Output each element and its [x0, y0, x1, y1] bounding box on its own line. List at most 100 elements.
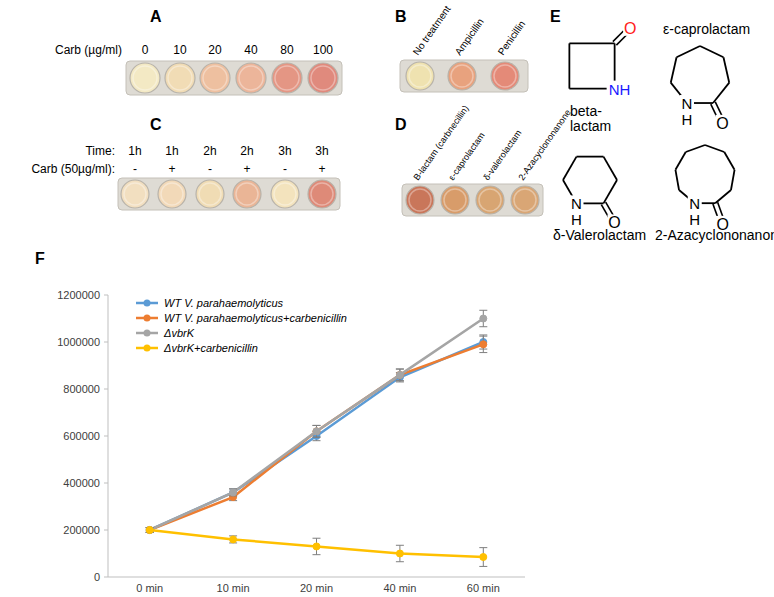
bond: [731, 170, 735, 190]
error-cap: [396, 380, 404, 381]
error-cap: [479, 352, 487, 353]
well: [236, 63, 266, 93]
double-bond: [718, 202, 723, 216]
error-cap: [396, 545, 404, 546]
error-cap: [479, 566, 487, 567]
y-tick-label: 1200000: [57, 289, 100, 301]
label: 2-Azacyclononanone: [516, 108, 572, 183]
well-rim: [514, 189, 536, 211]
well: [233, 180, 261, 208]
legend-label: ΔvbrK: [163, 327, 195, 339]
x-tick-label: 20 min: [300, 582, 333, 594]
label: Carb (µg/ml): [55, 43, 122, 57]
y-tick-label: 800000: [63, 383, 100, 395]
panel-b: BNo treatmentAmpicillinPenicillin: [395, 3, 528, 92]
well: [308, 180, 336, 208]
panel-a: ACarb (µg/ml)010204080100: [55, 8, 342, 95]
y-tick-label: 600000: [63, 430, 100, 442]
error-cap: [313, 425, 321, 426]
atom-bg: [680, 95, 694, 111]
panel-c: CTime:Carb (50µg/ml):1h-1h+2h-2h+3h-3h+: [31, 116, 340, 210]
well-rim: [444, 189, 466, 211]
x-tick-label: 0 min: [136, 582, 163, 594]
bond: [577, 156, 604, 158]
bond: [675, 170, 679, 190]
well-rim: [124, 183, 146, 205]
structure-name: 2-Azacyclononanone: [655, 227, 774, 243]
label: 2h: [240, 144, 253, 158]
x-tick-label: 60 min: [467, 582, 500, 594]
error-bar: [229, 489, 237, 496]
point: [480, 341, 487, 348]
atom: NH: [609, 81, 631, 98]
well-rim: [168, 66, 192, 90]
bond: [700, 46, 723, 57]
atom: H: [682, 111, 693, 128]
point: [480, 315, 487, 322]
legend-marker: [144, 300, 151, 307]
well: [158, 180, 186, 208]
series: [146, 310, 488, 533]
error-cap: [396, 369, 404, 370]
error-cap: [479, 334, 487, 335]
error-cap: [396, 369, 404, 370]
panel-label: D: [395, 116, 407, 133]
well: [511, 186, 539, 214]
error-bar: [229, 536, 237, 543]
well-rim: [239, 66, 263, 90]
point: [146, 527, 153, 534]
label: 20: [208, 43, 222, 57]
atom: N: [689, 195, 700, 212]
legend-marker: [144, 315, 151, 322]
bond: [563, 157, 577, 180]
error-bar: [396, 369, 404, 381]
atom: O: [624, 20, 636, 37]
label: 40: [244, 43, 258, 57]
well: [491, 62, 519, 90]
label: 2h: [203, 144, 216, 158]
point: [230, 489, 237, 496]
bond: [705, 145, 724, 152]
error-cap: [396, 380, 404, 381]
bond: [713, 83, 729, 103]
structure: ONHε-caprolactam: [663, 21, 750, 132]
error-cap: [313, 437, 321, 438]
well: [130, 63, 160, 93]
label: 1h: [165, 144, 178, 158]
label: +: [243, 162, 250, 176]
structure-name: beta-: [570, 103, 602, 119]
point: [396, 371, 403, 378]
well: [406, 186, 434, 214]
well-rim: [274, 183, 296, 205]
panel-e: EONHbeta-lactamONHε-caprolactamONHδ-Vale…: [550, 8, 774, 243]
error-cap: [313, 425, 321, 426]
panel-d: DB-lactam (carbnecillin)ε-caprolactamδ-v…: [395, 103, 573, 216]
label: +: [318, 162, 325, 176]
bond: [569, 42, 614, 44]
error-cap: [313, 538, 321, 539]
point: [230, 536, 237, 543]
panel-f: F020000040000060000080000010000001200000…: [35, 250, 525, 594]
error-cap: [479, 336, 487, 337]
label: 3h: [278, 144, 291, 158]
point: [313, 543, 320, 550]
plate: [402, 184, 543, 216]
series-group: [146, 310, 488, 566]
y-tick: [104, 436, 108, 437]
x-tick-label: 10 min: [217, 582, 250, 594]
well-rim: [203, 66, 227, 90]
well-rim: [451, 65, 473, 87]
bond: [677, 46, 700, 57]
well-rim: [236, 183, 258, 205]
x-tick-label: 40 min: [383, 582, 416, 594]
bond: [686, 145, 705, 152]
error-bar: [479, 336, 487, 352]
well: [196, 180, 224, 208]
structure: ONHbeta-lactam: [569, 20, 637, 134]
bond: [568, 43, 570, 88]
bond: [715, 190, 731, 203]
point: [396, 550, 403, 557]
point: [313, 428, 320, 435]
label: +: [168, 162, 175, 176]
error-bar: [396, 369, 404, 381]
